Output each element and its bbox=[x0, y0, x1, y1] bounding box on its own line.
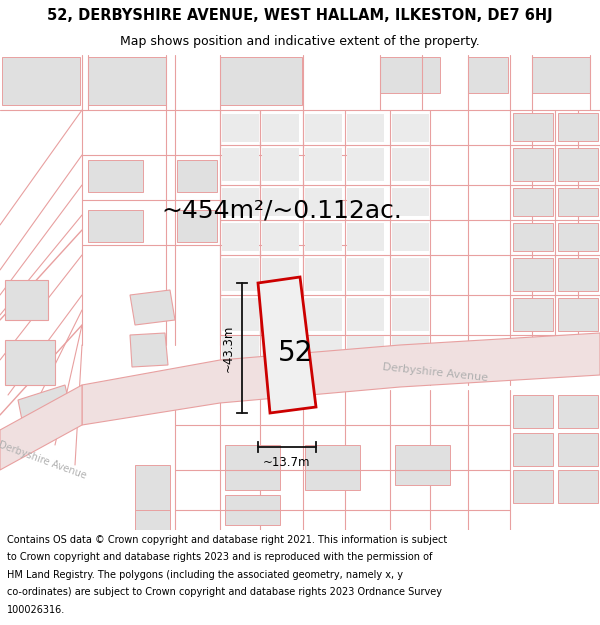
Bar bbox=[347, 223, 384, 251]
Bar bbox=[558, 223, 598, 251]
Bar bbox=[558, 258, 598, 291]
Bar bbox=[513, 258, 553, 291]
Bar bbox=[262, 188, 299, 216]
Bar bbox=[305, 336, 342, 382]
Text: Derbyshire Avenue: Derbyshire Avenue bbox=[382, 362, 488, 384]
Bar bbox=[305, 148, 342, 181]
Text: ~454m²/~0.112ac.: ~454m²/~0.112ac. bbox=[161, 198, 403, 222]
Bar bbox=[222, 223, 259, 251]
Bar bbox=[222, 114, 259, 142]
Bar bbox=[222, 298, 259, 331]
Text: Derbyshire Avenue: Derbyshire Avenue bbox=[0, 439, 88, 481]
Polygon shape bbox=[130, 290, 175, 325]
Bar bbox=[262, 336, 299, 382]
Bar bbox=[305, 114, 342, 142]
Bar bbox=[558, 188, 598, 216]
Bar bbox=[347, 114, 384, 142]
Bar bbox=[262, 148, 299, 181]
Polygon shape bbox=[82, 333, 600, 425]
Bar bbox=[2, 57, 80, 105]
Bar bbox=[558, 298, 598, 331]
Bar bbox=[513, 470, 553, 503]
Bar bbox=[513, 113, 553, 141]
Bar bbox=[225, 495, 280, 525]
Bar bbox=[392, 258, 429, 291]
Bar bbox=[222, 148, 259, 181]
Bar bbox=[220, 57, 302, 105]
Bar bbox=[305, 223, 342, 251]
Bar bbox=[392, 114, 429, 142]
Bar bbox=[347, 188, 384, 216]
Text: ~43.3m: ~43.3m bbox=[221, 324, 235, 372]
Polygon shape bbox=[130, 333, 168, 367]
Bar bbox=[558, 470, 598, 503]
Text: ~13.7m: ~13.7m bbox=[263, 456, 311, 469]
Bar bbox=[305, 298, 342, 331]
Bar bbox=[558, 433, 598, 466]
Polygon shape bbox=[0, 385, 82, 470]
Bar bbox=[88, 160, 143, 192]
Bar bbox=[395, 445, 450, 485]
Bar bbox=[468, 57, 508, 93]
Bar bbox=[262, 114, 299, 142]
Bar bbox=[347, 258, 384, 291]
Bar bbox=[88, 57, 166, 105]
Bar bbox=[88, 210, 143, 242]
Bar bbox=[513, 223, 553, 251]
Bar bbox=[392, 148, 429, 181]
Bar bbox=[305, 445, 360, 490]
Bar bbox=[177, 210, 217, 242]
Bar bbox=[262, 258, 299, 291]
Bar bbox=[222, 188, 259, 216]
Text: Map shows position and indicative extent of the property.: Map shows position and indicative extent… bbox=[120, 35, 480, 48]
Bar bbox=[513, 298, 553, 331]
Bar bbox=[392, 336, 429, 382]
Bar bbox=[558, 148, 598, 181]
Text: 100026316.: 100026316. bbox=[7, 605, 65, 615]
Polygon shape bbox=[5, 340, 55, 385]
Bar bbox=[392, 223, 429, 251]
Polygon shape bbox=[18, 385, 72, 430]
Bar bbox=[558, 395, 598, 428]
Bar bbox=[513, 188, 553, 216]
Polygon shape bbox=[5, 280, 48, 320]
Bar bbox=[177, 160, 217, 192]
Text: 52: 52 bbox=[277, 339, 313, 367]
Bar bbox=[305, 258, 342, 291]
Bar bbox=[262, 223, 299, 251]
Bar bbox=[347, 336, 384, 382]
Bar bbox=[380, 57, 440, 93]
Bar bbox=[392, 188, 429, 216]
Bar bbox=[513, 148, 553, 181]
Bar bbox=[222, 258, 259, 291]
Bar bbox=[347, 298, 384, 331]
Bar bbox=[225, 445, 280, 490]
Bar bbox=[135, 510, 170, 530]
Text: co-ordinates) are subject to Crown copyright and database rights 2023 Ordnance S: co-ordinates) are subject to Crown copyr… bbox=[7, 588, 442, 598]
Bar bbox=[532, 57, 590, 93]
Bar bbox=[305, 188, 342, 216]
Text: 52, DERBYSHIRE AVENUE, WEST HALLAM, ILKESTON, DE7 6HJ: 52, DERBYSHIRE AVENUE, WEST HALLAM, ILKE… bbox=[47, 8, 553, 23]
Text: HM Land Registry. The polygons (including the associated geometry, namely x, y: HM Land Registry. The polygons (includin… bbox=[7, 570, 403, 580]
Bar bbox=[262, 298, 299, 331]
Bar bbox=[135, 465, 170, 520]
Bar bbox=[513, 433, 553, 466]
Polygon shape bbox=[258, 277, 316, 413]
Text: to Crown copyright and database rights 2023 and is reproduced with the permissio: to Crown copyright and database rights 2… bbox=[7, 552, 433, 562]
Text: Contains OS data © Crown copyright and database right 2021. This information is : Contains OS data © Crown copyright and d… bbox=[7, 535, 448, 545]
Bar bbox=[513, 395, 553, 428]
Bar bbox=[222, 336, 259, 382]
Bar bbox=[392, 298, 429, 331]
Bar bbox=[347, 148, 384, 181]
Bar bbox=[558, 113, 598, 141]
